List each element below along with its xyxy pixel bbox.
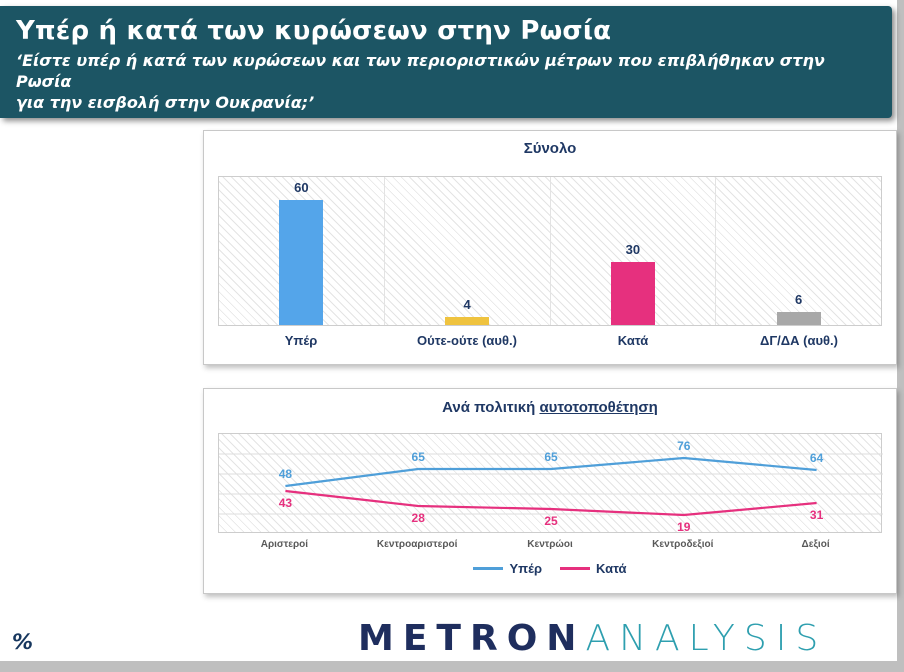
line-chart-svg: 48 65 65 76 64 43 28 25 19 31 [219,439,883,534]
line-category-label: Δεξιοί [801,539,830,550]
bar-category-label: Ούτε-ούτε (αυθ.) [417,333,517,348]
line-category-label: Κεντροαριστεροί [376,539,458,550]
bar-chart-title: Σύνολο [523,140,577,157]
bottom-margin-strip [0,661,904,672]
slide-subtitle-line2: για την εισβολή στην Ουκρανία;’ [16,93,315,112]
line-value-label: 64 [810,451,824,465]
legend-label: Υπέρ [509,561,543,576]
percent-label: % [12,630,34,654]
line-series-Υπέρ [285,456,817,488]
line-value-label: 65 [544,450,558,464]
logo-metron-text: METRON [358,618,586,659]
logo-analysis-text: ANALYSIS [585,618,828,659]
bar-category-label: ΔΓ/ΔΑ (αυθ.) [760,333,838,348]
line-value-label: 28 [412,511,426,525]
legend-label: Κατά [596,561,627,576]
bar [776,312,821,325]
bar-value-label: 60 [294,180,309,195]
bar-value-label: 30 [625,242,641,257]
bar-column: 6 [716,177,881,325]
line-value-label: 76 [677,439,691,453]
line-value-label: 65 [412,450,426,464]
line-chart-card: Ανά πολιτική αυτοτοποθέτηση 48 65 65 76 64 43… [203,388,897,594]
right-margin-strip [897,0,904,672]
line-chart-title-underlined: αυτοτοποθέτηση [539,399,658,416]
line-value-label: 25 [544,514,558,528]
legend-line-swatch [473,567,504,570]
line-chart-plot: 48 65 65 76 64 43 28 25 19 31 [218,433,883,534]
bar-chart-categories: Υπέρ Ούτε-ούτε (αυθ.) Κατά ΔΓ/ΔΑ (αυθ.) [218,333,882,348]
legend-item: Κατά [560,561,627,576]
line-value-label: 31 [810,508,824,522]
line-category-label: Κεντροδεξιοί [652,539,714,550]
line-chart-title: Ανά πολιτική αυτοτοποθέτηση [204,399,896,416]
legend-item: Υπέρ [473,561,542,576]
header: Υπέρ ή κατά των κυρώσεων στην Ρωσία ‘Είσ… [0,6,892,118]
line-series-Κατά [285,489,817,517]
bar-column: 30 [551,177,717,325]
bar-column: 4 [385,177,551,325]
line-value-label: 48 [279,467,293,481]
line-chart-title-prefix: Ανά πολιτική [442,399,540,416]
bar-chart-card: Σύνολο 60 4 30 6 Υπέρ Ούτε-ούτε (αυθ.) Κατά ΔΓ… [203,130,897,365]
bar-category-label: Κατά [617,333,649,348]
line-value-label: 19 [677,520,691,534]
line-category-label: Κεντρώοι [527,539,573,550]
bar [445,317,490,325]
legend-line-swatch [560,567,591,570]
bar-column: 60 [219,177,385,325]
bar-chart-plot: 60 4 30 6 [218,176,882,326]
slide-subtitle-line1: ‘Είστε υπέρ ή κατά των κυρώσεων και των … [16,51,825,91]
logo: METRONANALYSIS [358,618,827,659]
bar-value-label: 6 [795,292,803,307]
line-value-label: 43 [279,496,293,510]
bar [279,200,324,325]
line-chart-categories: Αριστεροί Κεντροαριστεροί Κεντρώοι Κεντροδε… [218,539,882,550]
slide-title: Υπέρ ή κατά των κυρώσεων στην Ρωσία [16,16,612,46]
bar [610,262,655,325]
bar-value-label: 4 [463,297,471,312]
line-category-label: Αριστεροί [260,539,309,550]
bar-category-label: Υπέρ [284,333,318,348]
line-chart-legend: Υπέρ Κατά [204,561,896,576]
